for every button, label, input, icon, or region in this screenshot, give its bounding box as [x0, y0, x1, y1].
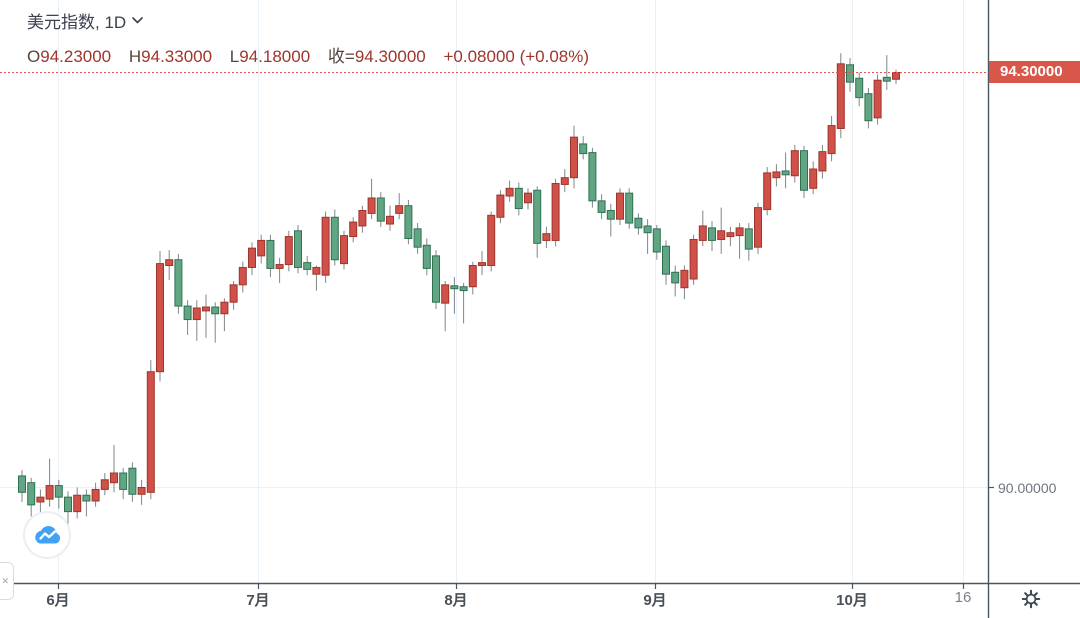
time-axis-label-16: 16 [954, 589, 972, 606]
symbol-title: 美元指数, 1D [27, 13, 127, 32]
chart-legend: 美元指数, 1D O94.23000 H94.33000 L94.18000 收… [27, 8, 589, 67]
low-value: L94.18000 [229, 47, 311, 66]
symbol-timeframe-selector[interactable]: 美元指数, 1D [27, 8, 589, 33]
time-axis-label-sep: 9月 [643, 592, 667, 609]
gear-icon [1021, 589, 1041, 609]
edge-collapsed-button[interactable]: ✕ [0, 562, 14, 600]
cloud-chart-logo-icon [35, 526, 61, 544]
open-value: O94.23000 [27, 47, 112, 66]
high-value: H94.33000 [128, 47, 213, 66]
last-price-badge[interactable]: 94.30000 [989, 61, 1080, 83]
time-axis-label-jul: 7月 [246, 592, 270, 609]
time-axis-label-oct: 10月 [836, 592, 868, 609]
time-axis-label-jun: 6月 [46, 592, 70, 609]
settings-button[interactable] [1018, 586, 1044, 612]
watermark-logo-button[interactable] [23, 511, 71, 559]
close-value: 收=94.30000 [327, 47, 426, 66]
price-axis-label: 90.00000 [998, 480, 1057, 496]
edge-button-glyph: ✕ [1, 575, 9, 586]
time-axis-label-aug: 8月 [444, 592, 468, 609]
ohlc-readout: O94.23000 H94.33000 L94.18000 收=94.30000… [27, 42, 589, 67]
chevron-down-icon[interactable] [132, 17, 143, 24]
change-value: +0.08000 (+0.08%) [443, 47, 590, 66]
